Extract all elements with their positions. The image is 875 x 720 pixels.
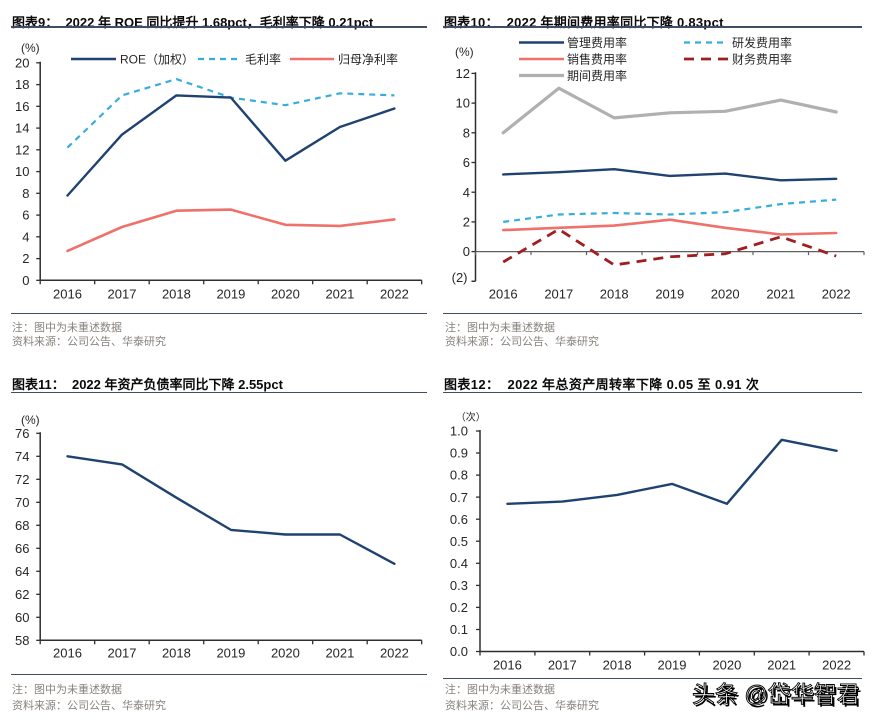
svg-text:2019: 2019: [216, 646, 245, 661]
svg-text:0.9: 0.9: [450, 446, 468, 461]
svg-text:2021: 2021: [325, 646, 354, 661]
svg-text:财务费用率: 财务费用率: [732, 52, 792, 67]
svg-text:4: 4: [22, 229, 29, 244]
svg-text:2021: 2021: [767, 657, 796, 672]
svg-text:2019: 2019: [658, 657, 687, 672]
svg-text:(2): (2): [452, 270, 468, 285]
svg-text:10: 10: [15, 164, 29, 179]
svg-text:研发费用率: 研发费用率: [732, 35, 792, 50]
svg-text:2017: 2017: [548, 657, 577, 672]
svg-text:76: 76: [15, 426, 29, 441]
svg-text:2022: 2022: [822, 286, 851, 301]
svg-text:2016: 2016: [53, 646, 82, 661]
svg-text:销售费用率: 销售费用率: [567, 52, 627, 67]
svg-text:0.2: 0.2: [450, 600, 468, 615]
svg-text:0.1: 0.1: [450, 622, 468, 637]
svg-text:6: 6: [463, 155, 470, 170]
svg-text:2016: 2016: [493, 657, 522, 672]
svg-text:8: 8: [463, 125, 470, 140]
svg-text:0.3: 0.3: [450, 578, 468, 593]
svg-text:14: 14: [15, 121, 29, 136]
svg-text:0: 0: [22, 273, 29, 288]
svg-text:0.8: 0.8: [450, 468, 468, 483]
svg-text:(%): (%): [455, 45, 474, 59]
svg-text:2018: 2018: [162, 646, 191, 661]
svg-text:0.0: 0.0: [450, 644, 468, 659]
svg-text:2017: 2017: [108, 646, 137, 661]
svg-text:管理费用率: 管理费用率: [567, 35, 627, 50]
svg-text:（次）: （次）: [456, 411, 486, 424]
svg-text:2020: 2020: [712, 657, 741, 672]
svg-text:ROE（加权）: ROE（加权）: [120, 53, 194, 67]
svg-text:归母净利率: 归母净利率: [338, 52, 398, 67]
svg-text:64: 64: [15, 564, 29, 579]
svg-text:2021: 2021: [766, 286, 795, 301]
svg-text:2: 2: [463, 215, 470, 230]
svg-text:0.4: 0.4: [450, 556, 468, 571]
svg-text:6: 6: [22, 208, 29, 223]
svg-text:2022: 2022: [822, 657, 851, 672]
svg-text:0.5: 0.5: [450, 534, 468, 549]
svg-text:2017: 2017: [544, 286, 573, 301]
svg-text:60: 60: [15, 610, 29, 625]
svg-text:16: 16: [15, 99, 29, 114]
svg-text:2022: 2022: [380, 286, 409, 301]
svg-text:68: 68: [15, 518, 29, 533]
svg-text:1.0: 1.0: [450, 424, 468, 439]
svg-text:2020: 2020: [271, 646, 300, 661]
svg-text:2019: 2019: [655, 286, 684, 301]
svg-text:10: 10: [456, 96, 470, 111]
svg-text:毛利率: 毛利率: [245, 52, 281, 67]
svg-text:74: 74: [15, 449, 29, 464]
svg-text:2017: 2017: [108, 286, 137, 301]
svg-text:2022: 2022: [380, 646, 409, 661]
svg-text:2021: 2021: [325, 286, 354, 301]
svg-text:8: 8: [22, 186, 29, 201]
svg-text:20: 20: [15, 55, 29, 70]
svg-text:0: 0: [463, 244, 470, 259]
svg-text:2018: 2018: [162, 286, 191, 301]
svg-text:2020: 2020: [711, 286, 740, 301]
svg-text:12: 12: [15, 142, 29, 157]
svg-text:(%): (%): [21, 413, 40, 427]
svg-text:0.6: 0.6: [450, 512, 468, 527]
svg-text:期间费用率: 期间费用率: [567, 68, 627, 83]
svg-text:2: 2: [22, 251, 29, 266]
svg-text:0.7: 0.7: [450, 490, 468, 505]
svg-text:2018: 2018: [603, 657, 632, 672]
svg-text:70: 70: [15, 495, 29, 510]
svg-text:2020: 2020: [271, 286, 300, 301]
svg-text:2016: 2016: [53, 286, 82, 301]
svg-text:62: 62: [15, 587, 29, 602]
svg-text:2019: 2019: [216, 286, 245, 301]
svg-text:66: 66: [15, 541, 29, 556]
svg-text:12: 12: [456, 66, 470, 81]
svg-text:4: 4: [463, 185, 470, 200]
svg-text:72: 72: [15, 472, 29, 487]
svg-text:2018: 2018: [600, 286, 629, 301]
svg-text:58: 58: [15, 633, 29, 648]
svg-text:18: 18: [15, 77, 29, 92]
svg-text:(%): (%): [21, 41, 40, 55]
svg-text:2016: 2016: [489, 286, 518, 301]
